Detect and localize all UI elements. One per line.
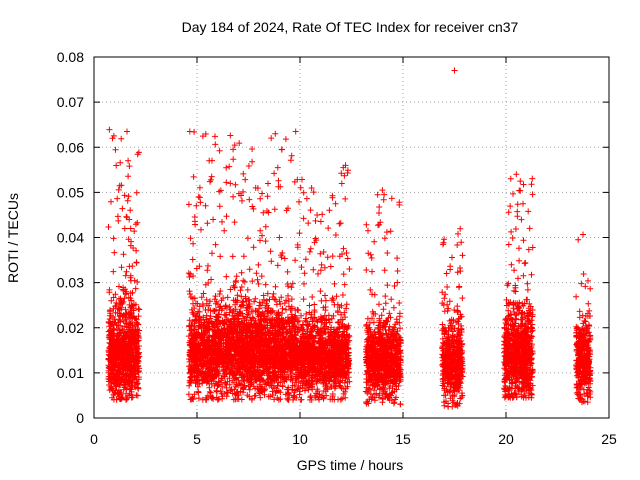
- chart-title: Day 184 of 2024, Rate Of TEC Index for r…: [182, 19, 519, 35]
- y-tick-label: 0.02: [57, 320, 84, 336]
- y-tick-label: 0: [76, 410, 84, 426]
- x-tick-label: 10: [292, 431, 308, 447]
- y-tick-label: 0.04: [57, 230, 84, 246]
- x-axis-label: GPS time / hours: [297, 457, 404, 473]
- y-tick-labels: 0 0.01 0.02 0.03 0.04 0.05 0.06 0.07 0.08: [57, 49, 84, 426]
- x-tick-label: 0: [90, 431, 98, 447]
- x-tick-label: 15: [395, 431, 411, 447]
- y-tick-label: 0.07: [57, 94, 84, 110]
- x-tick-label: 25: [601, 431, 617, 447]
- y-tick-label: 0.03: [57, 275, 84, 291]
- roti-scatter-points: [105, 67, 594, 410]
- y-tick-label: 0.05: [57, 184, 84, 200]
- data-points: [105, 67, 594, 410]
- x-tick-labels: 0 5 10 15 20 25: [90, 431, 617, 447]
- y-tick-label: 0.06: [57, 139, 84, 155]
- axis-ticks: [93, 56, 610, 419]
- y-tick-label: 0.01: [57, 365, 84, 381]
- x-tick-label: 5: [193, 431, 201, 447]
- y-tick-label: 0.08: [57, 49, 84, 65]
- y-axis-label: ROTI / TECUs: [5, 193, 21, 283]
- x-tick-label: 20: [498, 431, 514, 447]
